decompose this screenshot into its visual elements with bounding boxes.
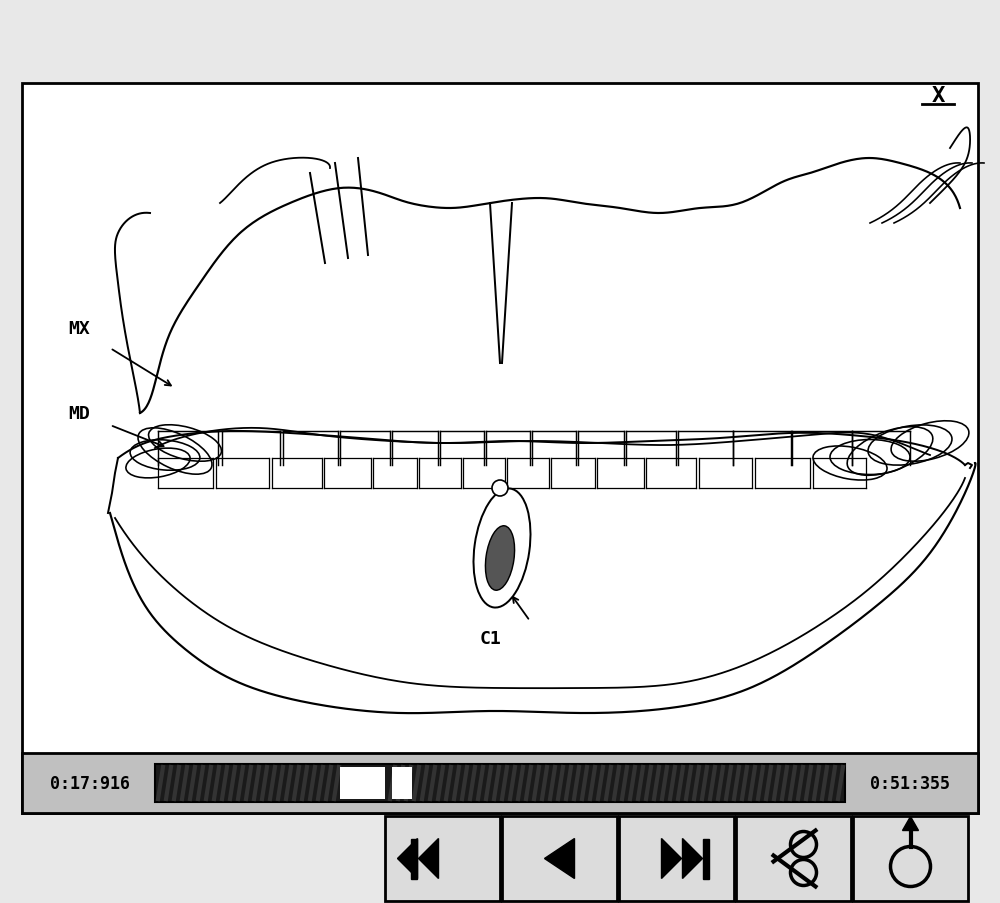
Circle shape [492,480,508,497]
Polygon shape [398,839,418,879]
Polygon shape [682,839,702,879]
Bar [155,764,845,802]
Bar [392,768,412,799]
Ellipse shape [474,489,530,608]
Polygon shape [411,839,417,879]
Bar [22,84,978,813]
Text: MD: MD [68,405,90,423]
Bar [502,816,617,901]
Text: 0:17:916: 0:17:916 [50,774,130,792]
Bar [853,816,968,901]
Bar [619,816,734,901]
Text: 0:51:355: 0:51:355 [870,774,950,792]
Bar [340,768,385,799]
Polygon shape [544,839,574,879]
Bar [22,753,978,813]
Polygon shape [702,839,708,879]
Text: X: X [931,86,945,106]
Bar [385,816,500,901]
Polygon shape [662,839,682,879]
Polygon shape [419,839,439,879]
Polygon shape [902,816,918,831]
Ellipse shape [485,526,515,591]
Text: C1: C1 [479,629,501,647]
Bar [736,816,851,901]
Text: MX: MX [68,320,90,338]
